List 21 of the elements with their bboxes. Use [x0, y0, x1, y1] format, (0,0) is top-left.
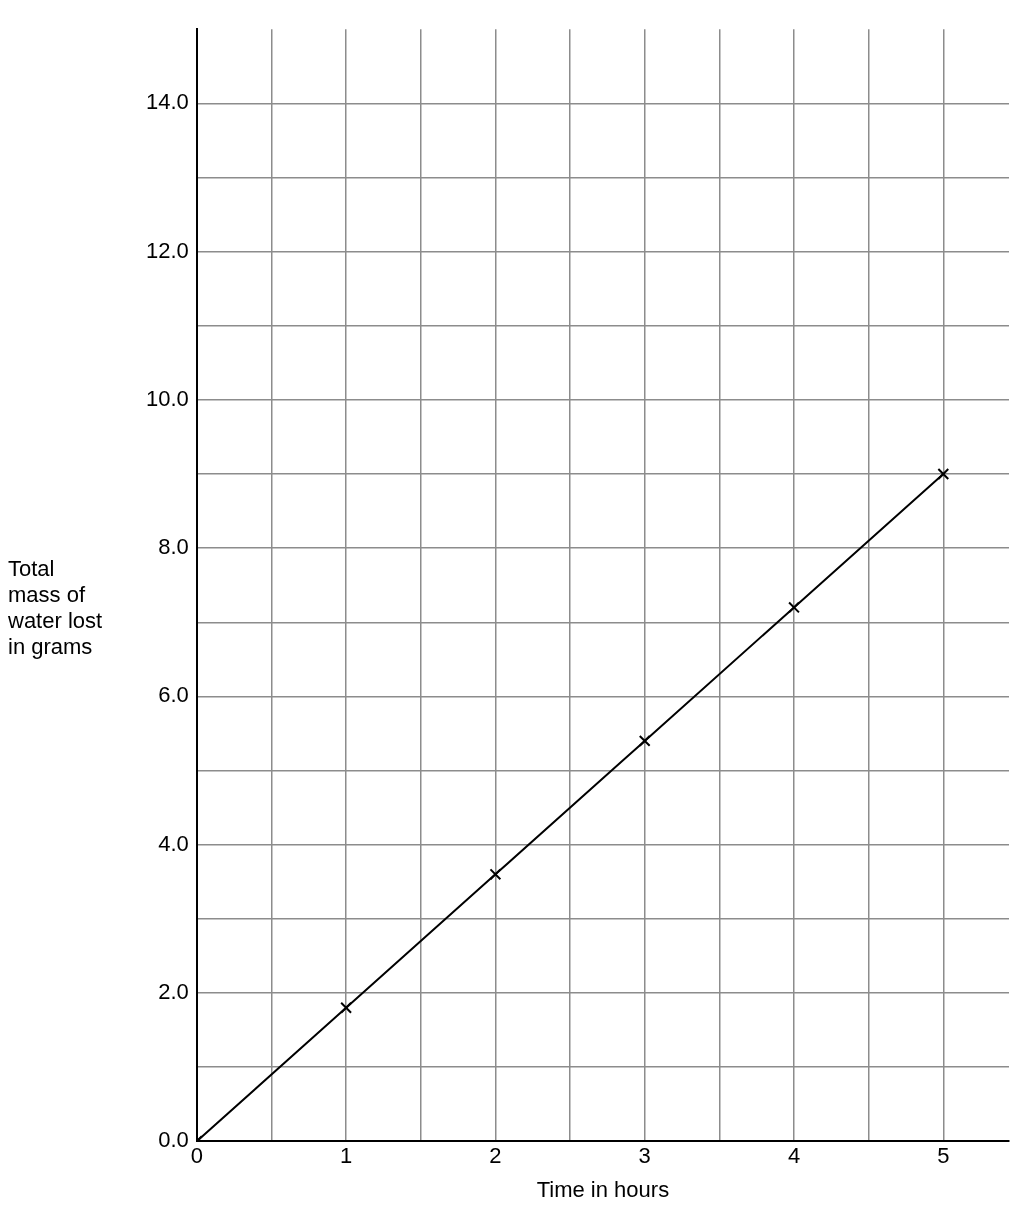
y-tick-label: 0.0 [158, 1127, 189, 1153]
point [340, 1001, 353, 1014]
x-tick-label: 5 [937, 1143, 950, 1169]
y-axis-title: Total mass of water lost in grams [8, 556, 104, 660]
y-tick-label: 8.0 [158, 534, 189, 560]
y-tick-label: 6.0 [158, 682, 189, 708]
x-tick-label: 2 [489, 1143, 502, 1169]
x-tick-label: 0 [190, 1143, 203, 1169]
y-tick-label: 2.0 [158, 979, 189, 1004]
x-tick-label: 1 [339, 1143, 353, 1169]
point [937, 468, 950, 480]
point [788, 601, 800, 614]
y-tick-label: 10.0 [145, 385, 189, 411]
x-tick-label: 3 [638, 1143, 651, 1169]
point [489, 868, 502, 881]
point [638, 734, 651, 747]
y-tick-label: 12.0 [145, 237, 189, 263]
y-tick-label: 4.0 [158, 830, 189, 856]
y-tick-label: 14.0 [145, 89, 189, 115]
x-axis-title: Time in hours [536, 1176, 670, 1202]
x-tick-label: 4 [787, 1143, 801, 1169]
